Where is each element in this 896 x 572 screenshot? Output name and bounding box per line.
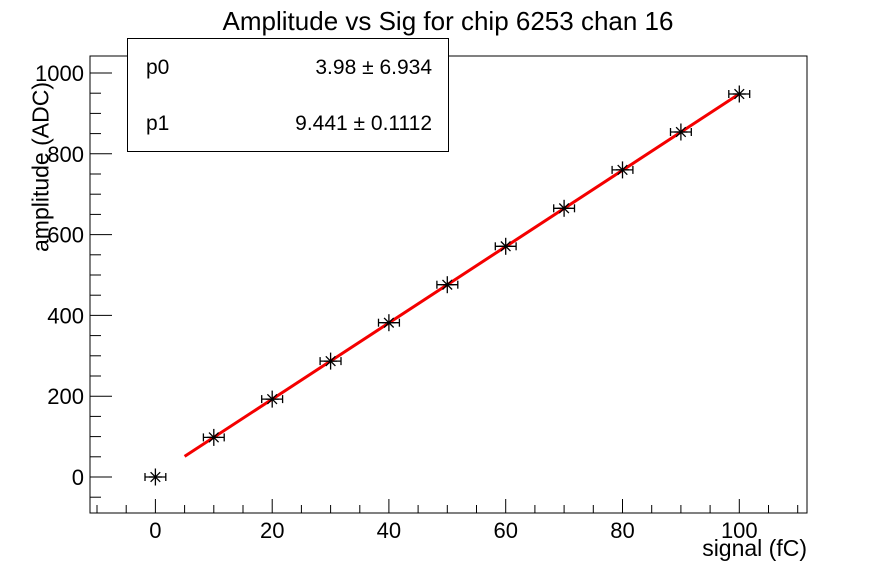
data-point xyxy=(669,123,692,141)
x-tick-label: 100 xyxy=(721,518,758,543)
data-point xyxy=(494,237,517,255)
stats-p0-label: p0 xyxy=(146,55,170,79)
y-tick-label: 0 xyxy=(72,465,84,490)
stats-p1-value: 9.441 ± 0.1112 xyxy=(295,111,432,135)
data-point xyxy=(261,390,284,408)
data-point xyxy=(202,428,225,446)
x-tick-label: 0 xyxy=(149,518,161,543)
fit-stats-box: p0 3.98 ± 6.934 p1 9.441 ± 0.1112 xyxy=(127,38,449,152)
y-axis-ticks xyxy=(90,72,112,498)
y-tick-label: 200 xyxy=(47,384,84,409)
x-axis-title: signal (fC) xyxy=(702,535,807,561)
chart-title: Amplitude vs Sig for chip 6253 chan 16 xyxy=(222,6,674,36)
data-point xyxy=(553,199,576,217)
x-tick-label: 80 xyxy=(610,518,634,543)
data-point xyxy=(611,161,634,179)
data-point xyxy=(436,276,459,294)
y-tick-label: 800 xyxy=(47,142,84,167)
y-axis-tick-labels: 0 200 400 600 800 1000 xyxy=(35,61,84,490)
stats-row-p0: p0 3.98 ± 6.934 xyxy=(128,57,448,78)
y-tick-label: 1000 xyxy=(35,61,84,86)
data-point xyxy=(144,468,167,486)
y-tick-label: 400 xyxy=(47,303,84,328)
x-axis-tick-labels: 0 20 40 60 80 100 xyxy=(149,518,757,543)
fit-line xyxy=(183,92,741,458)
stats-p1-label: p1 xyxy=(146,111,170,135)
y-tick-label: 600 xyxy=(47,223,84,248)
stats-row-p1: p1 9.441 ± 0.1112 xyxy=(128,113,448,134)
x-tick-label: 40 xyxy=(377,518,401,543)
data-point xyxy=(377,314,401,332)
data-point xyxy=(319,352,342,370)
x-tick-label: 60 xyxy=(493,518,517,543)
x-axis-ticks xyxy=(96,499,799,513)
data-point xyxy=(728,85,751,103)
x-tick-label: 20 xyxy=(260,518,284,543)
stats-p0-value: 3.98 ± 6.934 xyxy=(315,55,432,79)
data-points xyxy=(144,85,751,486)
y-axis-title: amplitude (ADC) xyxy=(27,82,54,252)
